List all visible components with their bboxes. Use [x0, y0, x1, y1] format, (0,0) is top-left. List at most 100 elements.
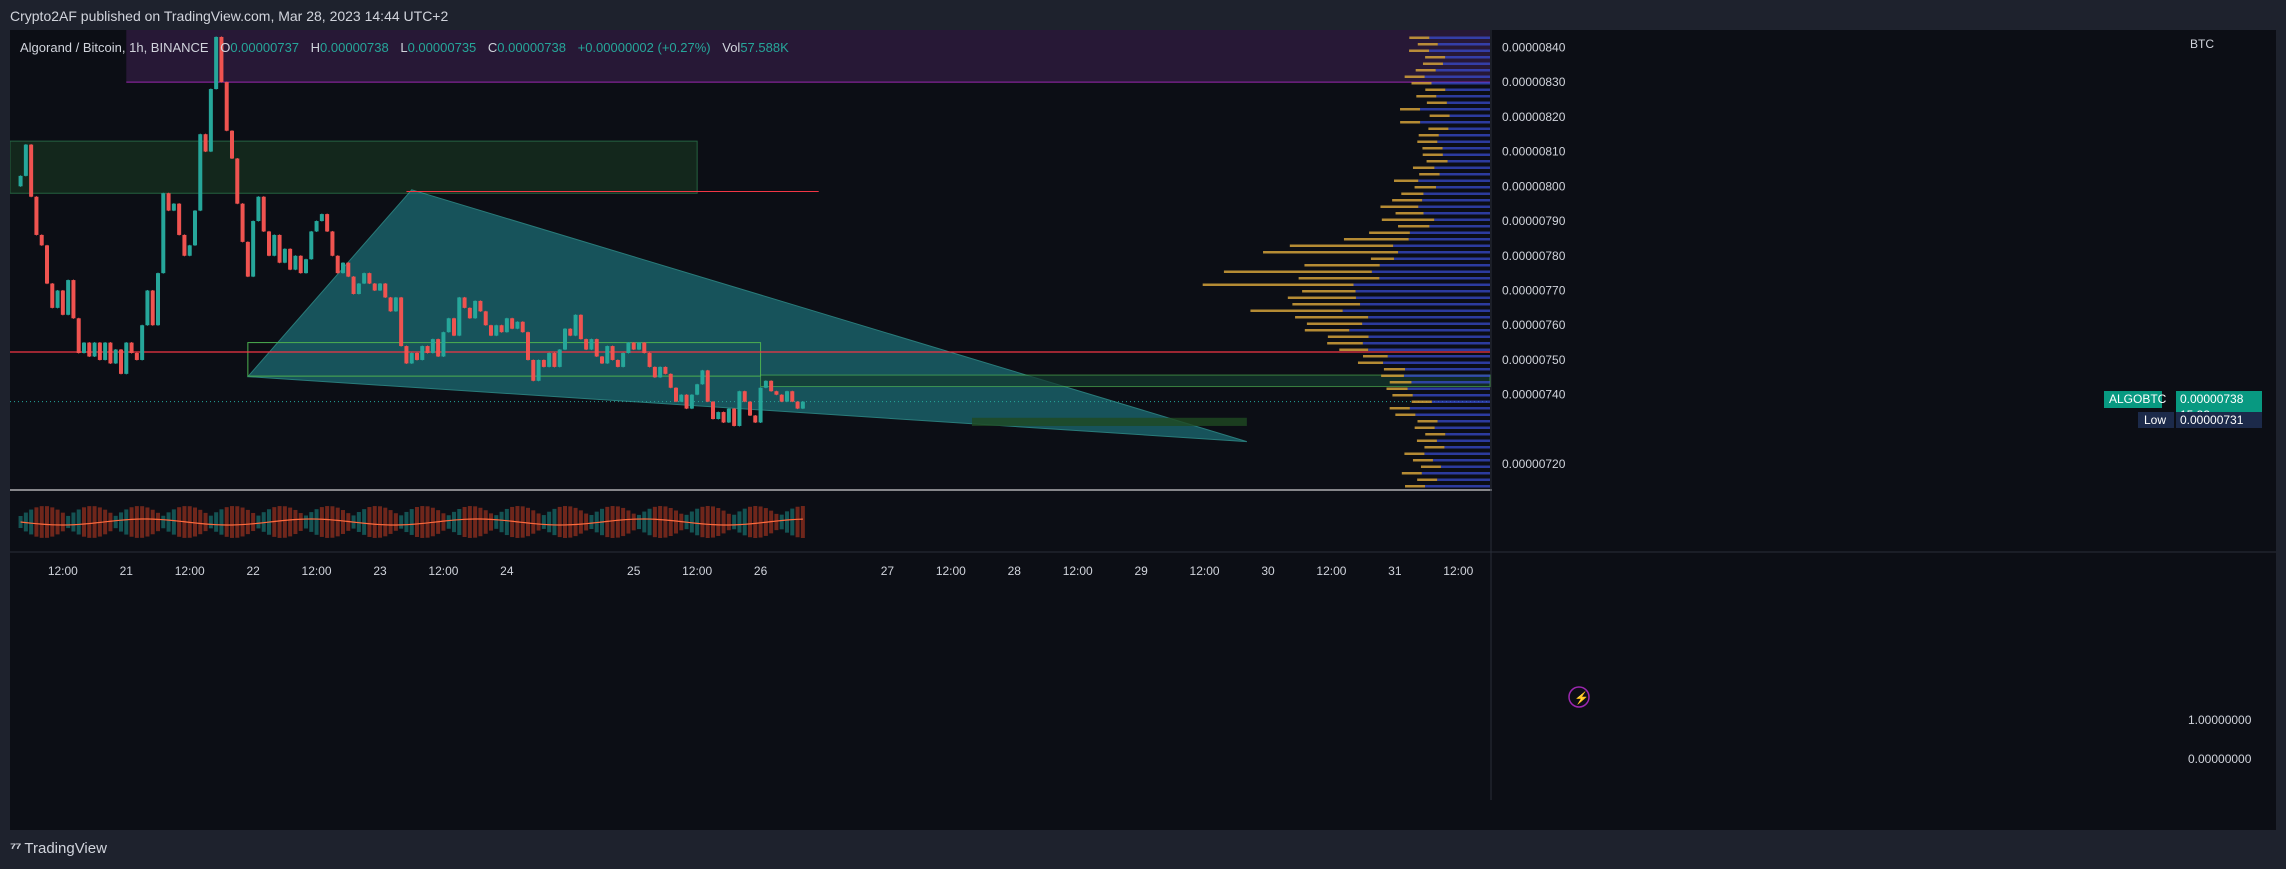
osc-bar: [457, 509, 461, 535]
candle-body: [415, 353, 419, 360]
chart-legend: Algorand / Bitcoin, 1h, BINANCE O0.00000…: [20, 40, 789, 55]
candle-body: [764, 381, 768, 388]
osc-bar: [505, 509, 509, 535]
candle-body: [156, 273, 160, 325]
vp-bar-gold: [1423, 63, 1443, 66]
price-chart[interactable]: 0.00000840 0.00000830 0.00000820 0.00000810…: [10, 30, 2276, 830]
vp-bar-gold: [1299, 277, 1380, 280]
candle-body: [241, 204, 245, 242]
osc-bar: [145, 507, 149, 536]
vp-bar-gold: [1339, 349, 1368, 352]
x-tick-label: 22: [246, 564, 260, 578]
candle-body: [785, 391, 789, 401]
osc-bar: [362, 509, 366, 535]
vp-bar-gold: [1381, 375, 1404, 378]
candle-body: [378, 284, 382, 291]
candle-body: [637, 343, 641, 350]
x-tick-label: 29: [1134, 564, 1148, 578]
osc-bar: [547, 512, 551, 533]
vp-bar-blue: [1441, 466, 1490, 469]
candle-body: [56, 290, 60, 307]
tv-logo-icon: ⁷⁷: [10, 840, 20, 857]
candle-body: [40, 235, 44, 245]
wedge-pattern: [248, 190, 1247, 442]
vp-bar-gold: [1203, 284, 1354, 287]
x-tick-label: 30: [1261, 564, 1275, 578]
vp-bar-blue: [1356, 290, 1490, 293]
candle-body: [341, 263, 345, 273]
osc-bar: [796, 507, 800, 538]
osc-bar: [29, 510, 33, 535]
osc-bar: [330, 506, 334, 537]
osc-bar: [383, 508, 387, 537]
osc-bar: [56, 510, 60, 535]
vp-bar-blue: [1448, 160, 1490, 163]
legend-l-label: L: [400, 40, 407, 55]
osc-bar: [632, 514, 636, 531]
osc-bar: [468, 506, 472, 538]
osc-bar: [389, 510, 393, 534]
x-tick-label: 25: [627, 564, 641, 578]
osc-bar: [463, 507, 467, 537]
y-tick-label: 0.00000740: [1502, 388, 1566, 402]
candle-body: [357, 284, 361, 294]
y-tick-label: 0.00000790: [1502, 214, 1566, 228]
osc-bar: [325, 506, 329, 538]
osc-bar: [378, 506, 382, 537]
osc-bar: [219, 509, 223, 534]
candle-body: [737, 391, 741, 426]
osc-bar: [214, 512, 218, 531]
vp-bar-blue: [1435, 427, 1490, 430]
candle-body: [616, 360, 620, 367]
vp-bar-blue: [1423, 193, 1490, 196]
osc-bar: [674, 511, 678, 534]
vp-bar-gold: [1405, 485, 1425, 488]
vp-bar-blue: [1383, 362, 1490, 365]
candle-body: [489, 325, 493, 335]
x-tick-label: 12:00: [1443, 564, 1473, 578]
osc-bar: [500, 512, 504, 532]
currency-label: BTC: [2190, 37, 2214, 51]
candle-body: [457, 297, 461, 335]
candle-body: [796, 402, 800, 409]
vp-bar-blue: [1447, 102, 1490, 105]
vp-bar-blue: [1443, 154, 1490, 157]
vp-bar-blue: [1429, 50, 1490, 53]
osc-bar: [256, 516, 260, 529]
candle-body: [521, 322, 525, 332]
y-tick-label: 0.00000780: [1502, 249, 1566, 263]
osc-bar: [93, 506, 97, 538]
candle-body: [478, 301, 482, 311]
osc-bar: [801, 506, 805, 538]
legend-high: 0.00000738: [320, 40, 389, 55]
osc-bar: [737, 511, 741, 532]
vp-bar-blue: [1422, 199, 1490, 202]
x-tick-label: 12:00: [48, 564, 78, 578]
vp-bar-gold: [1400, 121, 1420, 124]
vp-bar-blue: [1432, 401, 1490, 404]
osc-bar: [716, 508, 720, 536]
osc-bar: [653, 507, 657, 537]
y-tick-label: 0.00000800: [1502, 179, 1566, 193]
osc-bar: [426, 506, 430, 537]
chart-area[interactable]: 0.00000840 0.00000830 0.00000820 0.00000810…: [10, 30, 2276, 830]
x-tick-label: 12:00: [1063, 564, 1093, 578]
candle-body: [441, 332, 445, 356]
candle-body: [330, 231, 334, 255]
candle-body: [626, 343, 630, 353]
tradingview-logo[interactable]: ⁷⁷ TradingView: [10, 840, 107, 857]
legend-h-label: H: [311, 40, 320, 55]
vp-bar-blue: [1448, 128, 1490, 131]
candle-body: [267, 231, 271, 255]
candle-body: [130, 343, 134, 353]
osc-bar: [589, 515, 593, 529]
osc-bar: [727, 514, 731, 530]
osc-bar: [130, 507, 134, 537]
vp-bar-gold: [1390, 381, 1412, 384]
candle-body: [352, 277, 356, 294]
candle-body: [452, 318, 456, 335]
vp-bar-gold: [1412, 401, 1432, 404]
candle-body: [304, 259, 308, 273]
osc-bar: [473, 506, 477, 537]
vp-bar-blue: [1437, 479, 1490, 482]
